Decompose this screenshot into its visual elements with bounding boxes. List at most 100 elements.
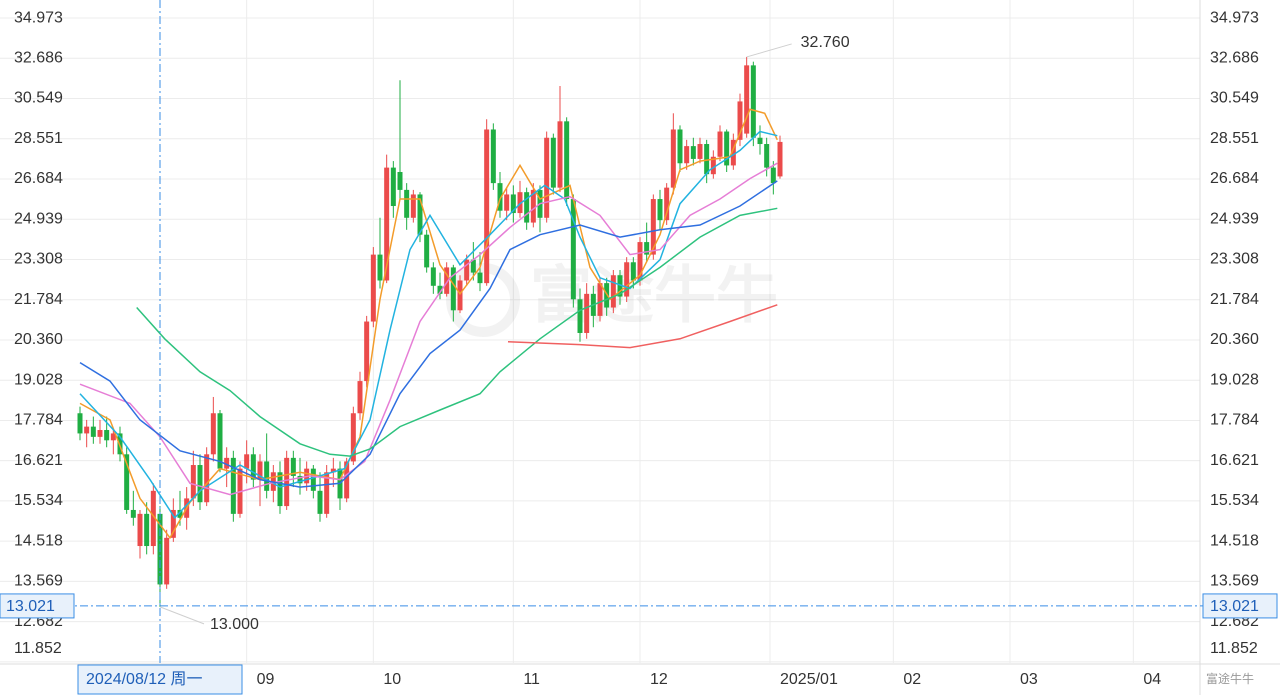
candle-body bbox=[557, 121, 563, 188]
y-tick-label: 13.569 bbox=[14, 573, 63, 590]
candle-body bbox=[137, 513, 143, 547]
candle-body bbox=[577, 299, 583, 333]
x-tick-label: 04 bbox=[1143, 671, 1161, 688]
candle-body bbox=[164, 537, 170, 585]
candle-body bbox=[470, 259, 476, 273]
candle-body bbox=[77, 413, 83, 434]
corner-brand: 富途牛牛 bbox=[1206, 671, 1254, 686]
candle-body bbox=[770, 167, 776, 184]
candle-body bbox=[644, 242, 650, 255]
y-tick-label: 16.621 bbox=[14, 452, 63, 469]
candle-body bbox=[690, 146, 696, 159]
candle-body bbox=[524, 192, 530, 223]
crosshair-date-box bbox=[77, 664, 243, 695]
candle-body bbox=[290, 457, 296, 476]
y-tick-label-right: 24.939 bbox=[1210, 210, 1259, 227]
candle-body bbox=[197, 465, 203, 503]
candle-body bbox=[710, 156, 716, 175]
candle-body bbox=[217, 413, 223, 469]
grid bbox=[0, 0, 1200, 663]
high-leader bbox=[746, 43, 792, 58]
y-tick-label: 24.939 bbox=[14, 210, 63, 227]
y-tick-label-right: 21.784 bbox=[1210, 291, 1259, 308]
x-tick-label: 2025/01 bbox=[780, 671, 838, 688]
candle-body bbox=[670, 129, 676, 188]
candle-body bbox=[170, 509, 176, 538]
candle-body bbox=[84, 426, 90, 434]
candle-body bbox=[330, 468, 336, 473]
candle-body bbox=[250, 454, 256, 480]
candle-body bbox=[130, 509, 136, 518]
candle-body bbox=[257, 461, 263, 480]
candle-body bbox=[530, 189, 536, 223]
y-tick-label-right: 15.534 bbox=[1210, 492, 1259, 509]
candle-body bbox=[230, 457, 236, 514]
candle-body bbox=[704, 144, 710, 175]
candle-body bbox=[224, 457, 230, 469]
candle-body bbox=[437, 285, 443, 294]
candle-body bbox=[477, 272, 483, 284]
x-tick-label: 11 bbox=[523, 671, 540, 688]
ma-line bbox=[79, 130, 778, 520]
candle-body bbox=[750, 65, 756, 138]
candle-body bbox=[397, 171, 403, 190]
candle-body bbox=[650, 199, 656, 255]
candle-body bbox=[410, 194, 416, 218]
candle-body bbox=[110, 433, 116, 441]
candle-body bbox=[550, 137, 556, 188]
candle-body bbox=[144, 513, 150, 547]
low-leader bbox=[159, 606, 205, 625]
candle-body bbox=[510, 194, 516, 214]
y-tick-label-right: 11.852 bbox=[1210, 640, 1258, 657]
candle-body bbox=[177, 509, 183, 518]
candle-body bbox=[777, 141, 783, 177]
y-tick-label-right: 23.308 bbox=[1210, 251, 1259, 268]
candle-body bbox=[444, 267, 450, 294]
candle-body bbox=[657, 199, 663, 221]
candle-body bbox=[757, 137, 763, 145]
candle-body bbox=[370, 254, 376, 322]
candle-body bbox=[277, 472, 283, 507]
y-tick-label: 19.028 bbox=[14, 371, 63, 388]
candle-body bbox=[190, 465, 196, 499]
y-tick-label-right: 32.686 bbox=[1210, 50, 1259, 67]
candle-body bbox=[390, 167, 396, 207]
crosshair-price-box-right bbox=[1202, 593, 1278, 619]
candle-body bbox=[450, 267, 456, 311]
candle-body bbox=[597, 283, 603, 316]
y-tick-label-right: 20.360 bbox=[1210, 331, 1259, 348]
ma-line bbox=[136, 207, 778, 457]
candle-body bbox=[90, 426, 96, 437]
candle-body bbox=[724, 131, 730, 166]
candle-body bbox=[684, 146, 690, 164]
candle-body bbox=[344, 461, 350, 499]
y-tick-label: 15.534 bbox=[14, 492, 63, 509]
ma-line bbox=[79, 162, 778, 496]
candle-body bbox=[697, 144, 703, 159]
candle-body bbox=[357, 381, 363, 414]
x-tick-label: 02 bbox=[903, 671, 921, 688]
y-tick-label-right: 30.549 bbox=[1210, 90, 1259, 107]
candle-body bbox=[457, 280, 463, 311]
x-tick-label: 03 bbox=[1020, 671, 1038, 688]
x-tick-label: 12 bbox=[650, 671, 668, 688]
candle-body bbox=[264, 461, 270, 491]
candle-body bbox=[464, 259, 470, 281]
y-tick-label-right: 13.569 bbox=[1210, 573, 1259, 590]
crosshair-date-label: 2024/08/12 周一 bbox=[86, 671, 203, 688]
candle-body bbox=[284, 457, 290, 507]
y-tick-label: 28.551 bbox=[14, 130, 63, 147]
candle-body bbox=[737, 101, 743, 140]
y-tick-label: 23.308 bbox=[14, 251, 63, 268]
candle-body bbox=[744, 65, 750, 134]
candle-body bbox=[484, 129, 490, 284]
y-tick-label-right: 16.621 bbox=[1210, 452, 1259, 469]
y-tick-label: 32.686 bbox=[14, 50, 63, 67]
y-tick-label: 21.784 bbox=[14, 291, 63, 308]
crosshair-price-box bbox=[0, 593, 75, 619]
candle-body bbox=[497, 183, 503, 211]
candle-body bbox=[630, 262, 636, 281]
y-tick-label-right: 28.551 bbox=[1210, 130, 1259, 147]
y-tick-label: 30.549 bbox=[14, 90, 63, 107]
